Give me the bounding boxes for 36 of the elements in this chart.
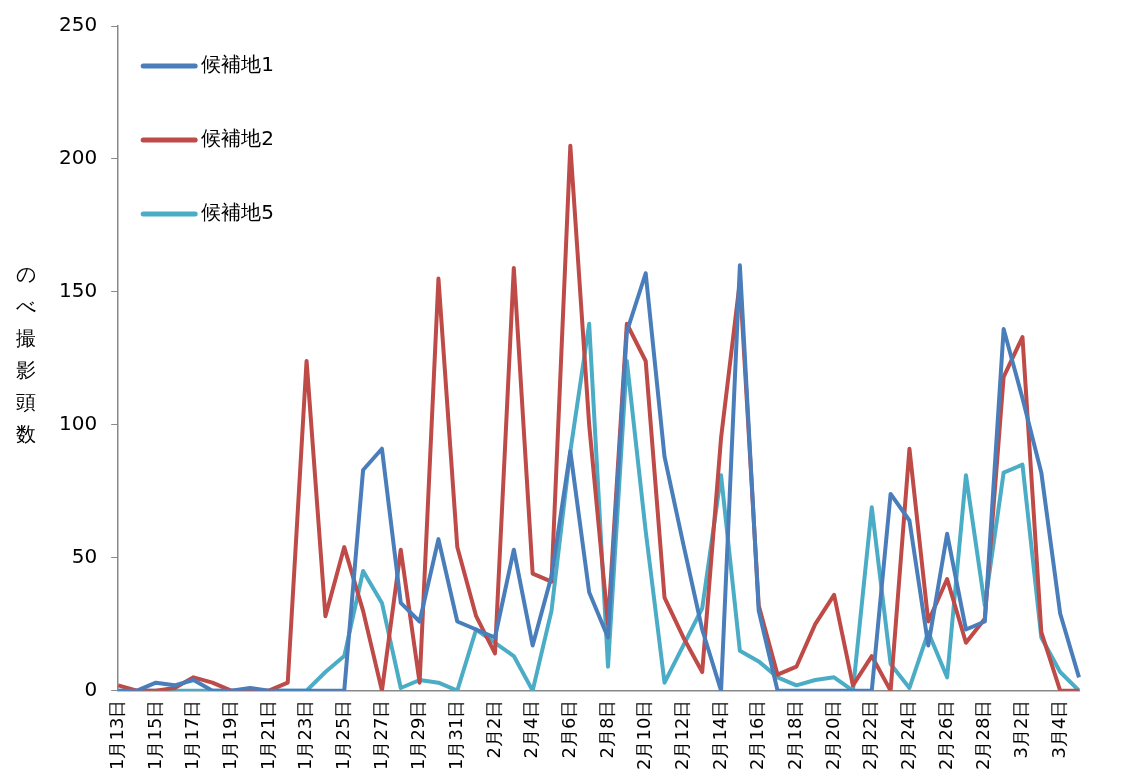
x-tick-label: 1月19日 [218,699,240,770]
x-tick-label: 3月4日 [1047,699,1069,759]
x-tick-label: 1月15日 [143,699,165,770]
x-tick-label: 1月17日 [181,699,203,770]
x-tick-label: 1月31日 [444,699,466,770]
x-tick-label: 2月10日 [633,699,655,770]
x-tick-label: 2月6日 [558,699,579,759]
x-tick-label: 2月8日 [595,699,617,759]
y-tick-label: 50 [71,543,98,568]
x-tick-label: 1月29日 [407,699,429,770]
x-tick-label: 2月20日 [821,699,843,770]
y-tick-label: 0 [84,676,98,701]
y-tick-label: 250 [58,12,98,37]
x-tick-label: 2月28日 [972,699,994,770]
x-tick-label: 1月21日 [256,699,278,770]
x-tick-label: 1月27日 [369,699,391,770]
y-tick-label: 200 [58,145,98,170]
x-tick-label: 2月4日 [520,699,542,759]
x-tick-label: 1月23日 [294,699,316,770]
x-tick-label: 2月24日 [897,699,919,770]
y-axis-title: のべ撮影頭数 [15,261,37,448]
legend-label: 候補地5 [201,200,274,225]
y-tick-label: 150 [58,278,98,303]
x-tick-label: 2月26日 [934,699,956,770]
x-tick-label: 2月18日 [784,699,806,770]
x-tick-label: 1月25日 [331,699,353,770]
x-tick-label: 1月13日 [105,699,127,770]
x-tick-label: 3月2日 [1010,699,1032,759]
x-tick-label: 2月14日 [708,699,730,770]
legend-label: 候補地2 [201,126,274,151]
x-tick-label: 2月16日 [746,699,768,770]
legend-label: 候補地1 [201,52,274,77]
x-tick-label: 2月2日 [482,699,504,759]
x-tick-label: 2月22日 [859,699,881,770]
y-tick-label: 100 [58,410,98,435]
x-tick-label: 2月12日 [671,699,693,770]
